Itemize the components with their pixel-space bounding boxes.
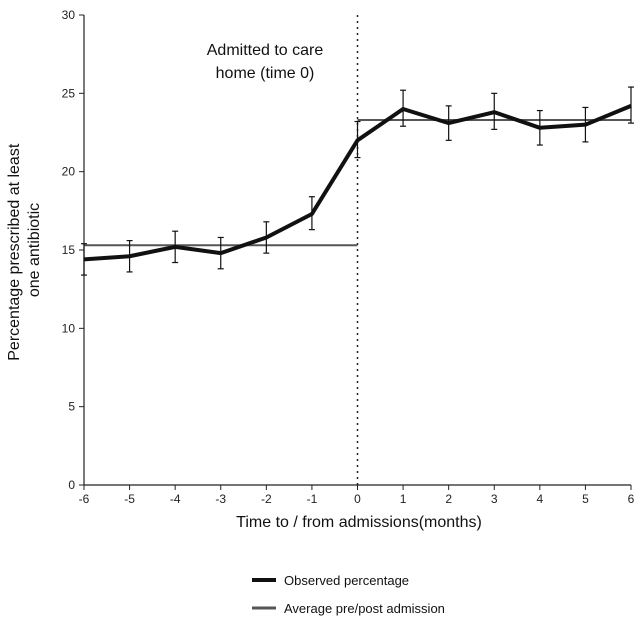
admission-annotation-line-2: home (time 0) [216,65,315,82]
error-bar [126,240,133,273]
legend: Observed percentage Average pre/post adm… [252,573,445,616]
admission-annotation-line-1: Admitted to care [207,42,324,59]
x-axis-title: Time to / from admissions(months) [236,514,482,531]
error-bar [445,105,452,141]
error-bar [354,120,361,159]
error-bar [536,109,543,146]
y-tick-label: 15 [62,243,76,257]
error-bar [582,106,589,143]
x-tick-label: -6 [79,492,90,506]
error-bar [172,230,179,264]
y-tick-label: 10 [62,321,76,335]
error-bar [217,236,224,270]
x-tick-label: 4 [536,492,543,506]
x-tick-label: -1 [307,492,318,506]
x-tick-label: 5 [582,492,589,506]
x-tick-label: 1 [400,492,407,506]
y-tick-label: 20 [62,165,76,179]
x-tick-label: -5 [124,492,135,506]
x-tick-label: 0 [354,492,361,506]
error-bar [263,221,270,254]
y-tick-label: 5 [68,400,75,414]
x-tick-label: 3 [491,492,498,506]
x-tick-label: -2 [261,492,272,506]
y-tick-label: 25 [62,86,76,100]
x-axis-ticks: -6 -5 -4 -3 -2 -1 0 1 2 3 4 5 6 [79,485,635,506]
x-tick-label: -3 [215,492,226,506]
y-tick-label: 30 [62,8,76,22]
legend-label-observed: Observed percentage [284,573,409,588]
y-axis-title: Percentage prescribed at least one antib… [6,139,43,360]
error-bar [491,92,498,130]
plot-area [81,15,634,486]
y-axis-title-line-2: one antibiotic [26,203,43,297]
y-axis-title-line-1: Percentage prescribed at least [6,143,23,361]
error-bar [308,196,315,231]
x-tick-label: 6 [628,492,635,506]
y-axis-ticks: 0 5 10 15 20 25 30 [62,8,84,492]
error-bar [81,243,87,276]
legend-label-average: Average pre/post admission [284,601,445,616]
error-bar [628,86,634,124]
y-tick-label: 0 [68,478,75,492]
x-tick-label: -4 [170,492,181,506]
x-tick-label: 2 [445,492,452,506]
error-bar [400,89,407,127]
